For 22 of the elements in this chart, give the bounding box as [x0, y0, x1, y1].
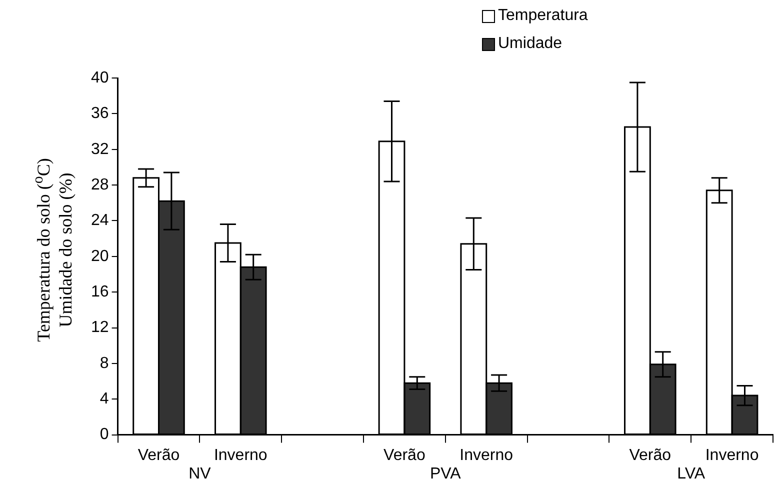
- y-tick-label: 32: [91, 140, 109, 158]
- y-tick-label: 24: [91, 212, 109, 230]
- x-tick-label: Verão: [384, 446, 426, 464]
- y-tick-label: 4: [100, 390, 109, 408]
- legend-label: Temperatura: [498, 7, 588, 25]
- x-tick-label: Verão: [138, 446, 180, 464]
- y-tick-label: 0: [100, 426, 109, 444]
- text: LVA: [677, 465, 706, 482]
- x-tick-label: Inverno: [460, 446, 514, 464]
- y-tick-label: 12: [91, 319, 109, 336]
- x-tick-label: Inverno: [705, 446, 759, 464]
- text: PVA: [430, 465, 462, 482]
- y-tick-label: 36: [91, 105, 109, 122]
- y-tick-label: 28: [91, 176, 109, 194]
- legend-label: Umidade: [498, 35, 562, 53]
- x-tick-label: Inverno: [214, 446, 268, 464]
- y-tick-label: 16: [91, 283, 109, 300]
- x-tick-label: Verão: [629, 446, 672, 464]
- y-tick-label: 20: [91, 248, 109, 265]
- text: NV: [188, 465, 212, 482]
- y-tick-label: 40: [91, 69, 109, 86]
- y-tick-label: 8: [100, 354, 109, 372]
